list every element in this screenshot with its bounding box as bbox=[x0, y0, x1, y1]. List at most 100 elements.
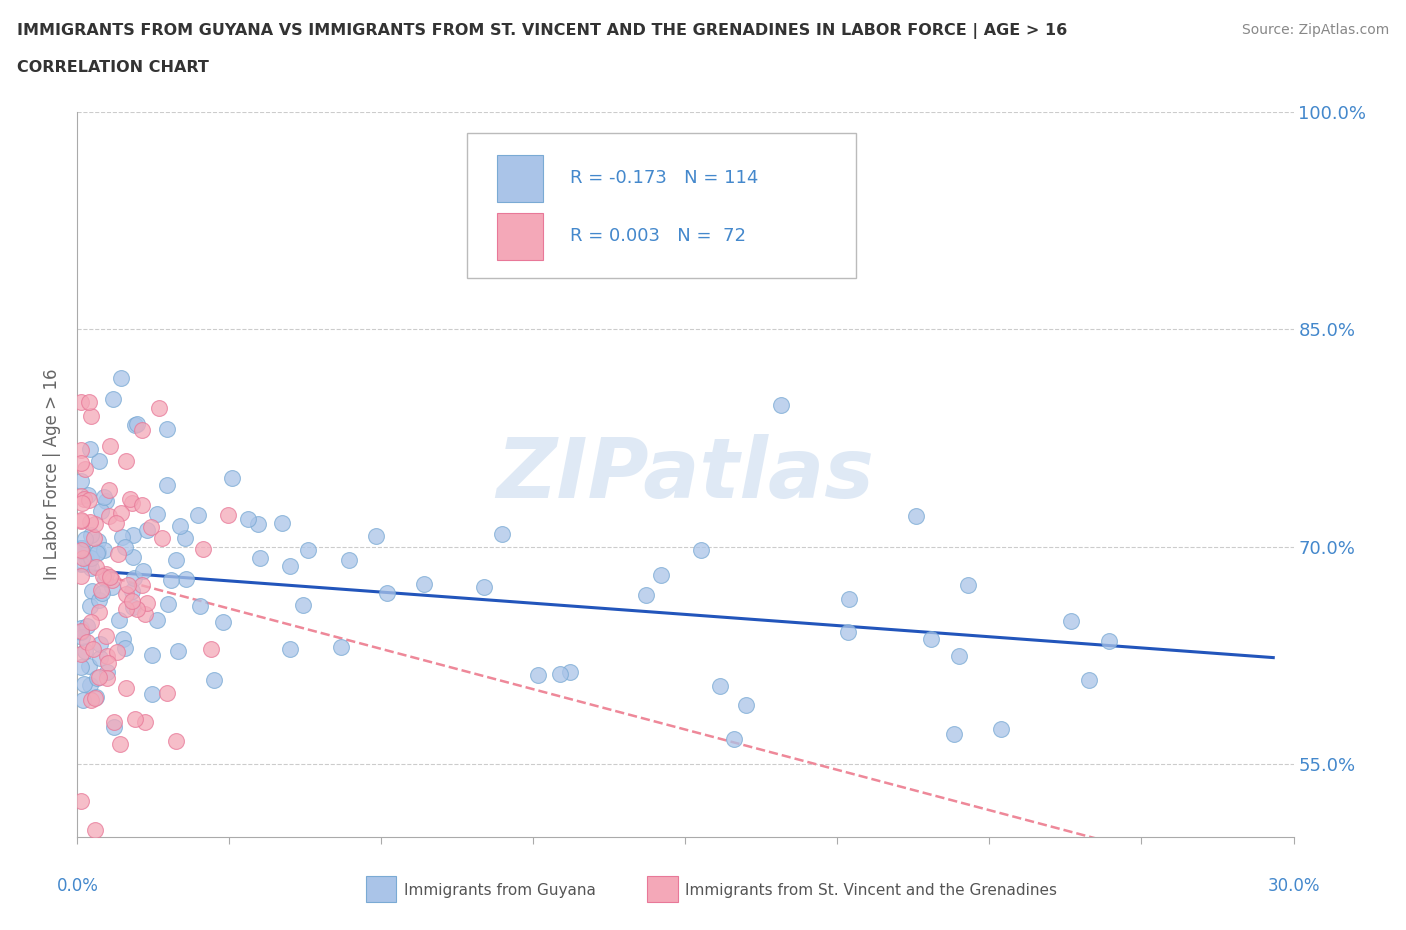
Point bbox=[121, 583, 143, 598]
Point bbox=[156, 685, 179, 700]
Point bbox=[114, 641, 136, 656]
Point bbox=[174, 571, 197, 586]
Point bbox=[79, 615, 101, 630]
Point bbox=[70, 623, 93, 638]
Point bbox=[550, 666, 572, 681]
Point bbox=[76, 619, 98, 634]
Point bbox=[124, 711, 146, 726]
Point bbox=[956, 578, 979, 592]
Point bbox=[141, 686, 163, 701]
Point bbox=[114, 681, 136, 696]
Point bbox=[70, 625, 93, 640]
Point bbox=[122, 571, 145, 586]
Point bbox=[837, 625, 859, 640]
Point bbox=[125, 602, 148, 617]
Point bbox=[104, 515, 127, 530]
Point bbox=[111, 529, 134, 544]
Point bbox=[136, 523, 159, 538]
Point bbox=[72, 551, 94, 565]
Point bbox=[115, 586, 138, 601]
Point bbox=[990, 722, 1012, 737]
Point bbox=[76, 487, 98, 502]
Point bbox=[118, 491, 141, 506]
Point bbox=[80, 693, 103, 708]
Point bbox=[121, 593, 143, 608]
Point bbox=[156, 421, 179, 436]
Point bbox=[114, 539, 136, 554]
Point bbox=[72, 676, 94, 691]
Point bbox=[329, 640, 352, 655]
Point bbox=[87, 545, 110, 560]
Text: ZIPatlas: ZIPatlas bbox=[496, 433, 875, 515]
Point bbox=[247, 517, 270, 532]
Point bbox=[101, 392, 124, 406]
Point bbox=[187, 507, 209, 522]
Point bbox=[72, 693, 94, 708]
Point bbox=[139, 519, 162, 534]
Point bbox=[96, 665, 118, 680]
Point bbox=[110, 506, 132, 521]
Point bbox=[87, 604, 110, 619]
Point bbox=[709, 679, 731, 694]
Point bbox=[70, 630, 93, 644]
Point bbox=[141, 647, 163, 662]
Point bbox=[73, 461, 96, 476]
FancyBboxPatch shape bbox=[467, 133, 856, 278]
Point bbox=[134, 606, 156, 621]
Point bbox=[148, 401, 170, 416]
Point bbox=[160, 573, 183, 588]
Point bbox=[157, 596, 180, 611]
Point bbox=[297, 543, 319, 558]
Point bbox=[94, 566, 117, 581]
Point bbox=[89, 454, 111, 469]
Point bbox=[105, 644, 128, 659]
Point bbox=[723, 732, 745, 747]
Point bbox=[103, 715, 125, 730]
Point bbox=[79, 441, 101, 456]
Point bbox=[108, 612, 131, 627]
Point bbox=[117, 578, 139, 592]
Text: R = 0.003   N =  72: R = 0.003 N = 72 bbox=[569, 227, 747, 246]
Point bbox=[93, 542, 115, 557]
Point bbox=[271, 515, 294, 530]
Point bbox=[70, 793, 93, 808]
Point bbox=[134, 715, 156, 730]
Point bbox=[221, 471, 243, 485]
Point bbox=[212, 615, 235, 630]
Point bbox=[94, 493, 117, 508]
Point bbox=[108, 737, 131, 751]
Point bbox=[124, 418, 146, 432]
Point bbox=[70, 489, 93, 504]
Point bbox=[82, 642, 104, 657]
Point bbox=[165, 552, 187, 567]
Point bbox=[70, 513, 93, 528]
Point bbox=[70, 544, 93, 559]
Point bbox=[84, 689, 107, 704]
Point bbox=[84, 822, 107, 837]
Point bbox=[80, 584, 103, 599]
Point bbox=[905, 508, 928, 523]
Point bbox=[650, 567, 672, 582]
Point bbox=[90, 583, 112, 598]
Point bbox=[156, 478, 179, 493]
Point bbox=[101, 573, 124, 588]
Point bbox=[114, 602, 136, 617]
Point bbox=[73, 532, 96, 547]
Point bbox=[96, 648, 118, 663]
Point bbox=[77, 493, 100, 508]
Point bbox=[96, 671, 118, 685]
Point bbox=[121, 496, 143, 511]
Point bbox=[70, 456, 93, 471]
Point bbox=[70, 542, 93, 557]
Point bbox=[200, 641, 222, 656]
Point bbox=[93, 489, 115, 504]
Point bbox=[70, 540, 93, 555]
Text: Immigrants from Guyana: Immigrants from Guyana bbox=[404, 883, 595, 897]
Point bbox=[90, 585, 112, 600]
Point bbox=[131, 578, 153, 593]
Point bbox=[735, 698, 758, 712]
Point bbox=[86, 546, 108, 561]
Point bbox=[634, 588, 657, 603]
Point bbox=[838, 592, 860, 607]
Point bbox=[110, 371, 132, 386]
